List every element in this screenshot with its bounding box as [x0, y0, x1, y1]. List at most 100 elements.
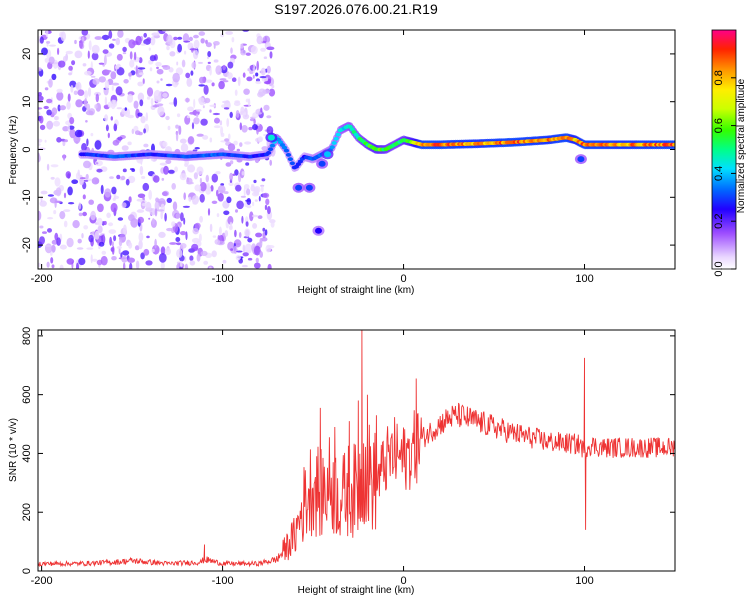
- noise-cell: [249, 65, 254, 69]
- noise-cell: [110, 202, 118, 213]
- noise-cell: [260, 107, 263, 113]
- noise-cell: [160, 246, 166, 255]
- noise-cell: [235, 255, 241, 261]
- noise-cell: [138, 57, 143, 64]
- noise-cell: [256, 122, 260, 127]
- noise-cell: [229, 172, 234, 181]
- noise-cell: [44, 57, 50, 63]
- noise-cell: [240, 43, 244, 49]
- noise-cell: [146, 87, 154, 97]
- noise-cell: [68, 72, 72, 76]
- noise-cell: [233, 245, 238, 254]
- noise-cell: [90, 132, 94, 137]
- noise-cell: [134, 245, 140, 251]
- noise-cell: [85, 173, 89, 180]
- noise-cell: [262, 89, 271, 94]
- spectral-blob: [315, 227, 322, 234]
- ridge-cell: [331, 141, 337, 145]
- noise-cell: [108, 229, 117, 235]
- noise-cell: [151, 248, 155, 253]
- noise-cell: [230, 248, 234, 251]
- noise-cell: [46, 41, 51, 44]
- noise-cell: [233, 140, 238, 146]
- noise-cell: [75, 99, 83, 108]
- noise-cell: [87, 50, 90, 59]
- noise-cell: [259, 76, 267, 79]
- noise-cell: [68, 65, 73, 71]
- noise-cell: [192, 149, 198, 152]
- noise-cell: [193, 39, 200, 49]
- colorbar-tick-label: 0.4: [713, 166, 725, 181]
- noise-cell: [248, 126, 253, 131]
- noise-cell: [101, 234, 106, 245]
- noise-cell: [222, 80, 229, 83]
- noise-cell: [46, 109, 52, 116]
- noise-cell: [196, 113, 199, 118]
- noise-cell: [96, 162, 99, 165]
- noise-cell: [50, 257, 54, 264]
- noise-cell: [198, 31, 206, 36]
- noise-cell: [123, 224, 127, 235]
- noise-cell: [71, 60, 76, 66]
- noise-cell: [54, 177, 61, 187]
- noise-cell: [235, 184, 242, 192]
- noise-cell: [271, 84, 275, 89]
- noise-cell: [76, 262, 79, 269]
- noise-cell: [108, 30, 113, 39]
- noise-cell: [155, 61, 162, 67]
- noise-cell: [92, 78, 100, 85]
- noise-cell: [249, 70, 254, 75]
- noise-cell: [111, 186, 117, 195]
- noise-cell: [75, 83, 80, 89]
- colorbar: 0.0 0.2 0.4 0.6 0.8 Normalized spectral ampl…: [711, 29, 747, 277]
- noise-cell: [158, 231, 166, 238]
- noise-cell: [137, 67, 146, 70]
- noise-cell: [112, 38, 116, 41]
- noise-cell: [91, 52, 99, 61]
- noise-cell: [199, 177, 202, 184]
- noise-cell: [105, 69, 112, 73]
- noise-cell: [127, 175, 136, 184]
- noise-cell: [228, 182, 234, 186]
- ridge-cell: [281, 145, 288, 150]
- y-tick-label: 400: [21, 444, 33, 462]
- noise-cell: [266, 126, 274, 135]
- noise-cell: [165, 115, 170, 121]
- noise-cell: [267, 206, 271, 215]
- spectral-blob: [267, 134, 275, 141]
- ridge-cell: [289, 161, 295, 166]
- noise-cell: [200, 38, 205, 44]
- ridge-cell: [267, 147, 274, 152]
- noise-cell: [245, 52, 251, 56]
- noise-cell: [145, 201, 152, 212]
- noise-cell: [67, 186, 73, 196]
- noise-cell: [44, 87, 49, 91]
- noise-cell: [203, 260, 209, 265]
- noise-cell: [270, 221, 275, 228]
- noise-cell: [116, 107, 123, 110]
- noise-cell: [79, 39, 83, 49]
- noise-cell: [264, 229, 268, 236]
- noise-cell: [253, 187, 260, 196]
- noise-cell: [51, 244, 56, 253]
- noise-cell: [190, 70, 194, 76]
- noise-cell: [194, 147, 200, 150]
- noise-cell: [63, 209, 71, 213]
- noise-cell: [115, 37, 121, 46]
- noise-cell: [260, 67, 266, 76]
- noise-cell: [118, 247, 121, 255]
- noise-cell: [125, 178, 130, 186]
- noise-cell: [242, 72, 246, 78]
- noise-cell: [253, 262, 261, 269]
- noise-cell: [263, 81, 271, 85]
- noise-cell: [47, 228, 52, 233]
- noise-cell: [189, 111, 196, 115]
- noise-cell: [57, 47, 60, 56]
- noise-cell: [252, 63, 256, 74]
- noise-cell: [194, 184, 202, 192]
- noise-cell: [231, 77, 237, 82]
- noise-cell: [167, 125, 171, 131]
- noise-cell: [217, 185, 226, 194]
- noise-cell: [242, 244, 246, 253]
